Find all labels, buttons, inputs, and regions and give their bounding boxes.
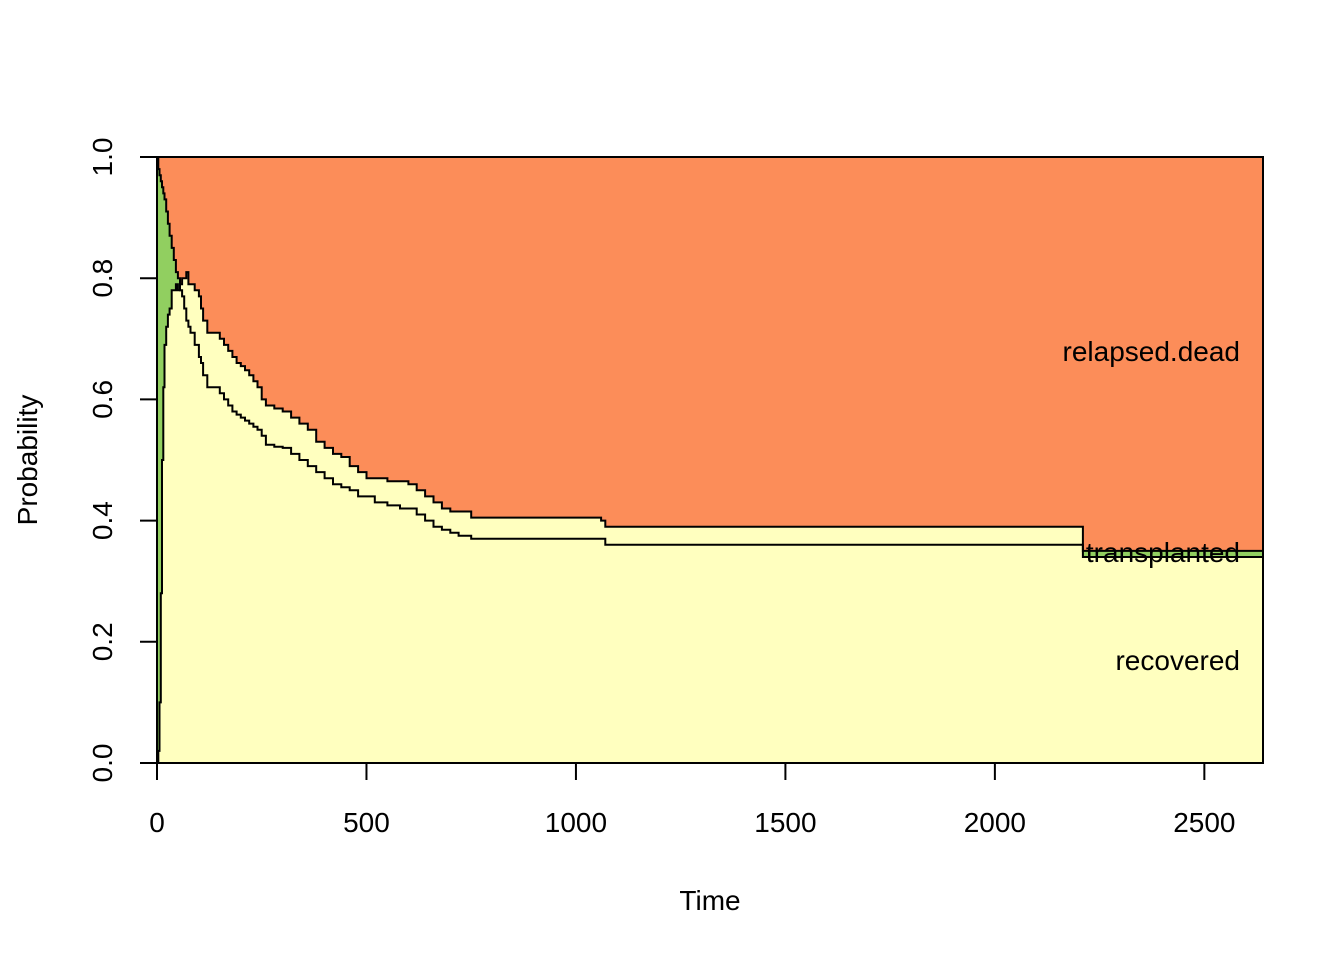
x-axis: 0 500 1000 1500 2000 2500: [149, 762, 1235, 838]
x-tick-label: 500: [343, 807, 390, 838]
x-axis-label: Time: [679, 885, 740, 916]
boundary-lines: [157, 156, 1263, 764]
y-tick-label: 0.4: [87, 501, 118, 540]
x-tick-label: 0: [149, 807, 165, 838]
y-tick-label: 0.6: [87, 380, 118, 419]
y-tick-label: 0.0: [87, 744, 118, 783]
series-label-transplanted: transplanted: [1086, 537, 1240, 568]
y-tick-label: 0.2: [87, 622, 118, 661]
x-tick-label: 1000: [545, 807, 607, 838]
y-tick-label: 0.8: [87, 259, 118, 298]
boundary-line-transplanted: [157, 156, 1263, 552]
boundary-line-recovered: [157, 271, 1263, 764]
area-recovered: [157, 272, 1263, 763]
x-tick-label: 2500: [1173, 807, 1235, 838]
area-relapsed-dead: [157, 157, 1263, 551]
y-axis-label: Probability: [12, 395, 43, 526]
y-axis: 0.0 0.2 0.4 0.6 0.8 1.0: [87, 138, 158, 783]
x-tick-label: 1500: [754, 807, 816, 838]
y-tick-label: 1.0: [87, 138, 118, 177]
x-tick-label: 2000: [964, 807, 1026, 838]
stacked-areas: [157, 157, 1263, 763]
series-label-relapsed-dead: relapsed.dead: [1063, 336, 1240, 367]
series-label-recovered: recovered: [1115, 645, 1240, 676]
